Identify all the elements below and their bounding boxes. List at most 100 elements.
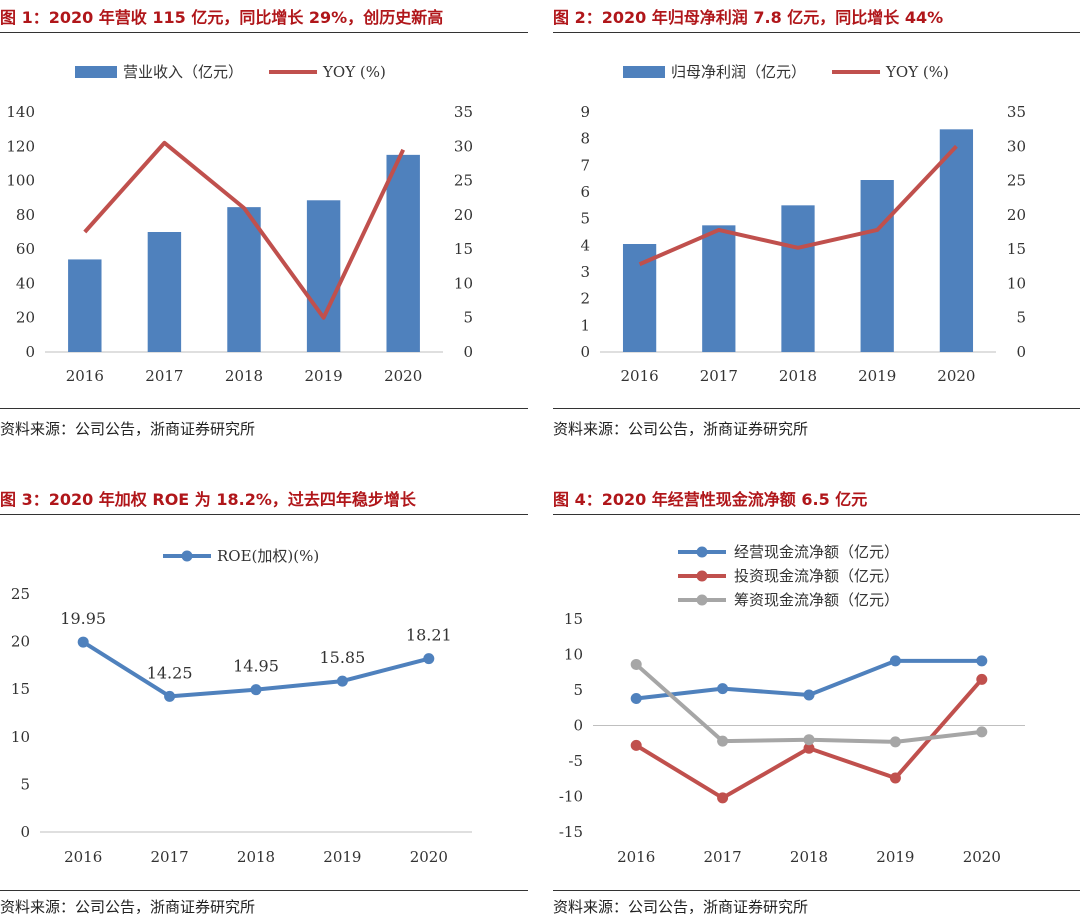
x-tick-label: 2018: [790, 848, 828, 866]
chart-source: 资料来源：公司公告，浙商证券研究所: [0, 420, 256, 438]
y-tick-label: 0: [25, 343, 35, 361]
chart-source: 资料来源：公司公告，浙商证券研究所: [0, 898, 256, 916]
x-tick-label: 2016: [621, 367, 659, 385]
data-label: 18.21: [406, 626, 452, 645]
chart-title: 图 3：2020 年加权 ROE 为 18.2%，过去四年稳步增长: [0, 490, 416, 509]
data-label: 19.95: [60, 609, 106, 628]
y2-tick-label: 20: [454, 206, 473, 224]
bar: [386, 154, 420, 352]
legend-label: YOY (%): [885, 63, 949, 81]
bar: [702, 225, 736, 352]
source-rule: [553, 408, 1080, 409]
chart-source: 资料来源：公司公告，浙商证券研究所: [553, 898, 809, 916]
data-point: [976, 726, 988, 738]
x-tick-label: 2017: [145, 367, 183, 385]
legend-swatch-marker: [696, 546, 708, 558]
y2-tick-label: 20: [1007, 206, 1026, 224]
x-tick-label: 2020: [963, 848, 1001, 866]
data-point: [630, 658, 642, 670]
y-tick-label: 10: [11, 728, 30, 746]
data-point: [630, 739, 642, 751]
y2-tick-label: 0: [463, 343, 473, 361]
data-label: 14.95: [233, 657, 279, 676]
y-tick-label: 5: [20, 775, 30, 793]
chart-svg-net-profit: 0 1 2 3 4 5 6 7 8 9 0 5 10 15 20 25 30 35 2016 2017 2018 2019…: [580, 63, 1026, 385]
x-tick-label: 2020: [384, 367, 422, 385]
y-tick-label: 40: [16, 274, 35, 292]
y-tick-label: 3: [580, 263, 590, 281]
bar: [622, 244, 657, 352]
y-tick-label: 20: [11, 633, 30, 651]
y2-tick-label: 15: [1007, 240, 1026, 258]
y2-tick-label: 25: [1007, 172, 1026, 190]
chart-panel-net-profit: 图 2：2020 年归母净利润 7.8 亿元，同比增长 44% 0 1 2 3 4 5 6 7…: [553, 0, 1080, 450]
source-rule: [553, 890, 1080, 891]
chart-title: 图 2：2020 年归母净利润 7.8 亿元，同比增长 44%: [553, 8, 944, 27]
x-tick-label: 2019: [305, 367, 343, 385]
y-tick-label: 120: [6, 137, 35, 155]
data-label: 14.25: [147, 663, 193, 682]
x-tick-label: 2020: [937, 367, 975, 385]
data-point: [336, 675, 348, 687]
data-point: [803, 742, 815, 754]
chart-svg-cash-flow: -15 -10 -5 0 5 10 15 2016 2017 2018 2019 2020 经营现金流净…: [559, 543, 1025, 866]
legend-swatch-marker: [181, 550, 193, 562]
data-point: [717, 792, 729, 804]
data-point: [803, 734, 815, 746]
legend-label: 经营现金流净额（亿元）: [734, 543, 899, 561]
legend-label: 投资现金流净额（亿元）: [734, 567, 899, 585]
y-tick-label: 80: [16, 206, 35, 224]
y-tick-label: 0: [580, 343, 590, 361]
legend-label: YOY (%): [322, 63, 386, 81]
x-tick-label: 2018: [779, 367, 817, 385]
y2-tick-label: 5: [463, 309, 473, 327]
x-tick-label: 2019: [876, 848, 914, 866]
data-label: 15.85: [319, 648, 365, 667]
data-point: [889, 772, 901, 784]
y-tick-label: 5: [573, 681, 583, 699]
bar: [939, 129, 974, 352]
y-tick-label: 25: [11, 585, 30, 603]
y-tick-label: 100: [6, 172, 35, 190]
x-tick-label: 2016: [617, 848, 655, 866]
data-point: [423, 653, 435, 665]
title-rule: [0, 32, 528, 33]
x-tick-label: 2017: [704, 848, 742, 866]
chart-title: 图 4：2020 年经营性现金流净额 6.5 亿元: [553, 490, 868, 509]
y-tick-label: 0: [573, 717, 583, 735]
legend-swatch: [75, 66, 117, 78]
data-point: [803, 689, 815, 701]
y-tick-label: 1: [580, 316, 590, 334]
y-tick-label: -15: [559, 823, 583, 841]
chart-svg-roe: 0 5 10 15 20 25 2016 2017 2018 2019 2020 19.95 14.25…: [11, 547, 472, 866]
y-tick-label: 6: [580, 183, 590, 201]
y-tick-label: 140: [6, 103, 35, 121]
y2-tick-label: 30: [454, 137, 473, 155]
y-tick-label: 9: [580, 103, 590, 121]
legend-swatch-marker: [696, 570, 708, 582]
legend-swatch: [623, 66, 665, 78]
source-rule: [0, 890, 528, 891]
legend-swatch-marker: [696, 594, 708, 606]
title-rule: [553, 32, 1080, 33]
series-line: [638, 144, 958, 267]
y-tick-label: 2: [580, 290, 590, 308]
x-tick-label: 2018: [225, 367, 263, 385]
y-tick-label: 20: [16, 309, 35, 327]
series-line: [83, 140, 406, 320]
legend-label: 营业收入（亿元）: [123, 63, 243, 81]
x-tick-label: 2018: [237, 848, 275, 866]
bar: [860, 180, 894, 352]
y2-tick-label: 35: [1007, 103, 1026, 121]
source-rule: [0, 408, 528, 409]
legend-label: ROE(加权)(%): [217, 547, 319, 565]
bar: [781, 205, 815, 352]
y-tick-label: -5: [568, 752, 583, 770]
data-point: [889, 736, 901, 748]
chart-panel-revenue: 图 1：2020 年营收 115 亿元，同比增长 29%，创历史新高 0 20 40…: [0, 0, 528, 450]
chart-title: 图 1：2020 年营收 115 亿元，同比增长 29%，创历史新高: [0, 8, 444, 27]
bar: [306, 200, 341, 352]
bar: [68, 259, 102, 352]
legend-label: 筹资现金流净额（亿元）: [734, 591, 899, 609]
data-point: [630, 693, 642, 705]
